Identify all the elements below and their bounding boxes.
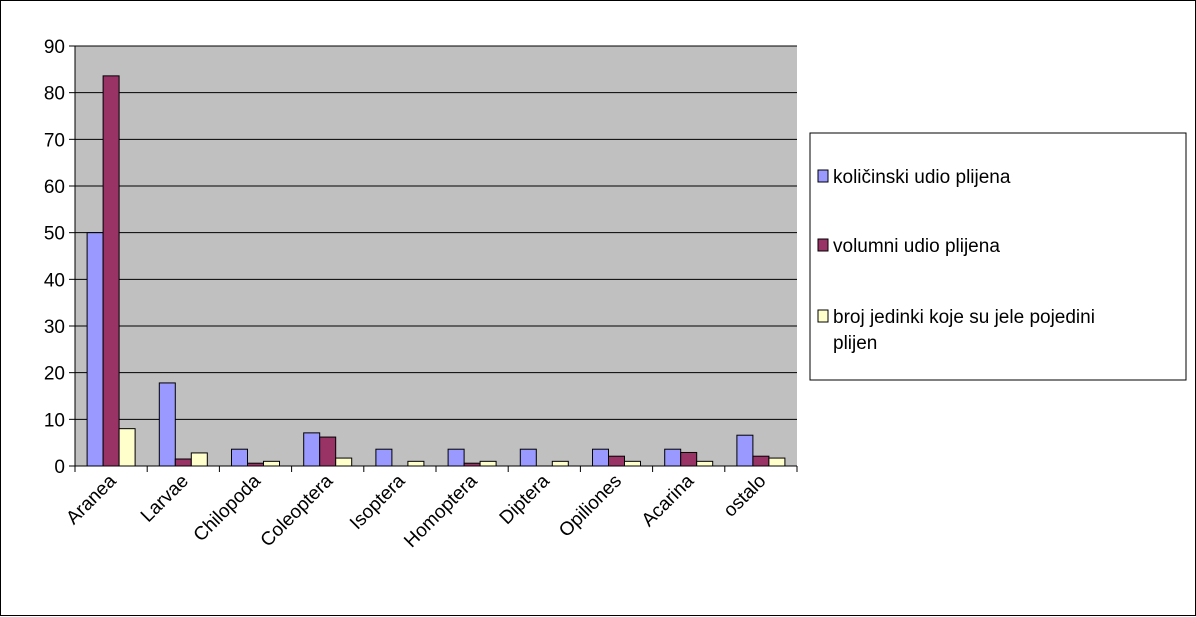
- y-tick-label: 0: [54, 457, 65, 478]
- bar: [696, 460, 714, 467]
- bar: [447, 448, 465, 467]
- bar: [158, 382, 176, 467]
- bar: [190, 452, 208, 467]
- bar: [231, 448, 248, 467]
- bar: [118, 428, 136, 467]
- y-tick-label: 70: [44, 130, 65, 151]
- x-tick-label: Acarina: [638, 470, 699, 531]
- bar: [680, 451, 698, 467]
- bar: [303, 432, 321, 467]
- bar: [407, 460, 425, 467]
- bar: [608, 455, 625, 467]
- y-tick-label: 50: [44, 224, 65, 245]
- x-tick-label: Opiliones: [555, 471, 626, 542]
- bar: [752, 455, 770, 467]
- x-tick-label: Aranea: [62, 470, 120, 528]
- y-tick-label: 40: [44, 270, 65, 291]
- x-tick-label: Chilopoda: [190, 470, 266, 546]
- bar: [263, 460, 280, 467]
- bars: [86, 75, 786, 467]
- y-tick-label: 10: [44, 410, 65, 431]
- plot-area: [75, 46, 797, 466]
- bar: [319, 436, 337, 467]
- x-tick-label: Diptera: [496, 470, 554, 528]
- legend-label: količinski udio plijena: [833, 167, 1011, 188]
- bar: [768, 457, 786, 467]
- bar: [736, 434, 754, 467]
- y-tick-label: 30: [44, 317, 65, 338]
- bar: [174, 458, 192, 467]
- y-axis-ticks: 0 10 20 30 40 50 60 70 80 90: [44, 37, 75, 478]
- legend-label: plijen: [833, 333, 877, 354]
- y-tick-label: 90: [44, 37, 65, 58]
- y-tick-label: 80: [44, 84, 65, 105]
- bar: [375, 448, 393, 467]
- bar: [519, 448, 537, 467]
- bar: [664, 448, 682, 467]
- bar: [86, 232, 104, 467]
- bar: [624, 460, 641, 467]
- legend-label: broj jedinki koje su jele pojedini: [833, 307, 1095, 328]
- x-tick-label: Isoptera: [346, 470, 410, 534]
- bar: [479, 460, 497, 467]
- bar: [335, 457, 353, 467]
- legend-box: [809, 132, 1187, 381]
- x-tick-label: Larvae: [137, 471, 193, 527]
- bar: [592, 448, 609, 467]
- x-tick-label: ostalo: [720, 471, 771, 522]
- bar: [551, 460, 569, 467]
- x-tick-label: Coleoptera: [257, 470, 338, 551]
- legend-label: volumni udio plijena: [833, 236, 1000, 257]
- y-tick-label: 20: [44, 364, 65, 385]
- legend-swatch: [817, 238, 829, 252]
- gridlines: [75, 45, 797, 420]
- x-tick-label: Homoptera: [400, 470, 482, 552]
- legend-swatch: [817, 309, 829, 323]
- bar: [102, 75, 120, 467]
- y-tick-label: 60: [44, 177, 65, 198]
- legend-swatch: [817, 169, 829, 183]
- legend: količinski udio plijena volumni udio plij…: [809, 132, 1187, 381]
